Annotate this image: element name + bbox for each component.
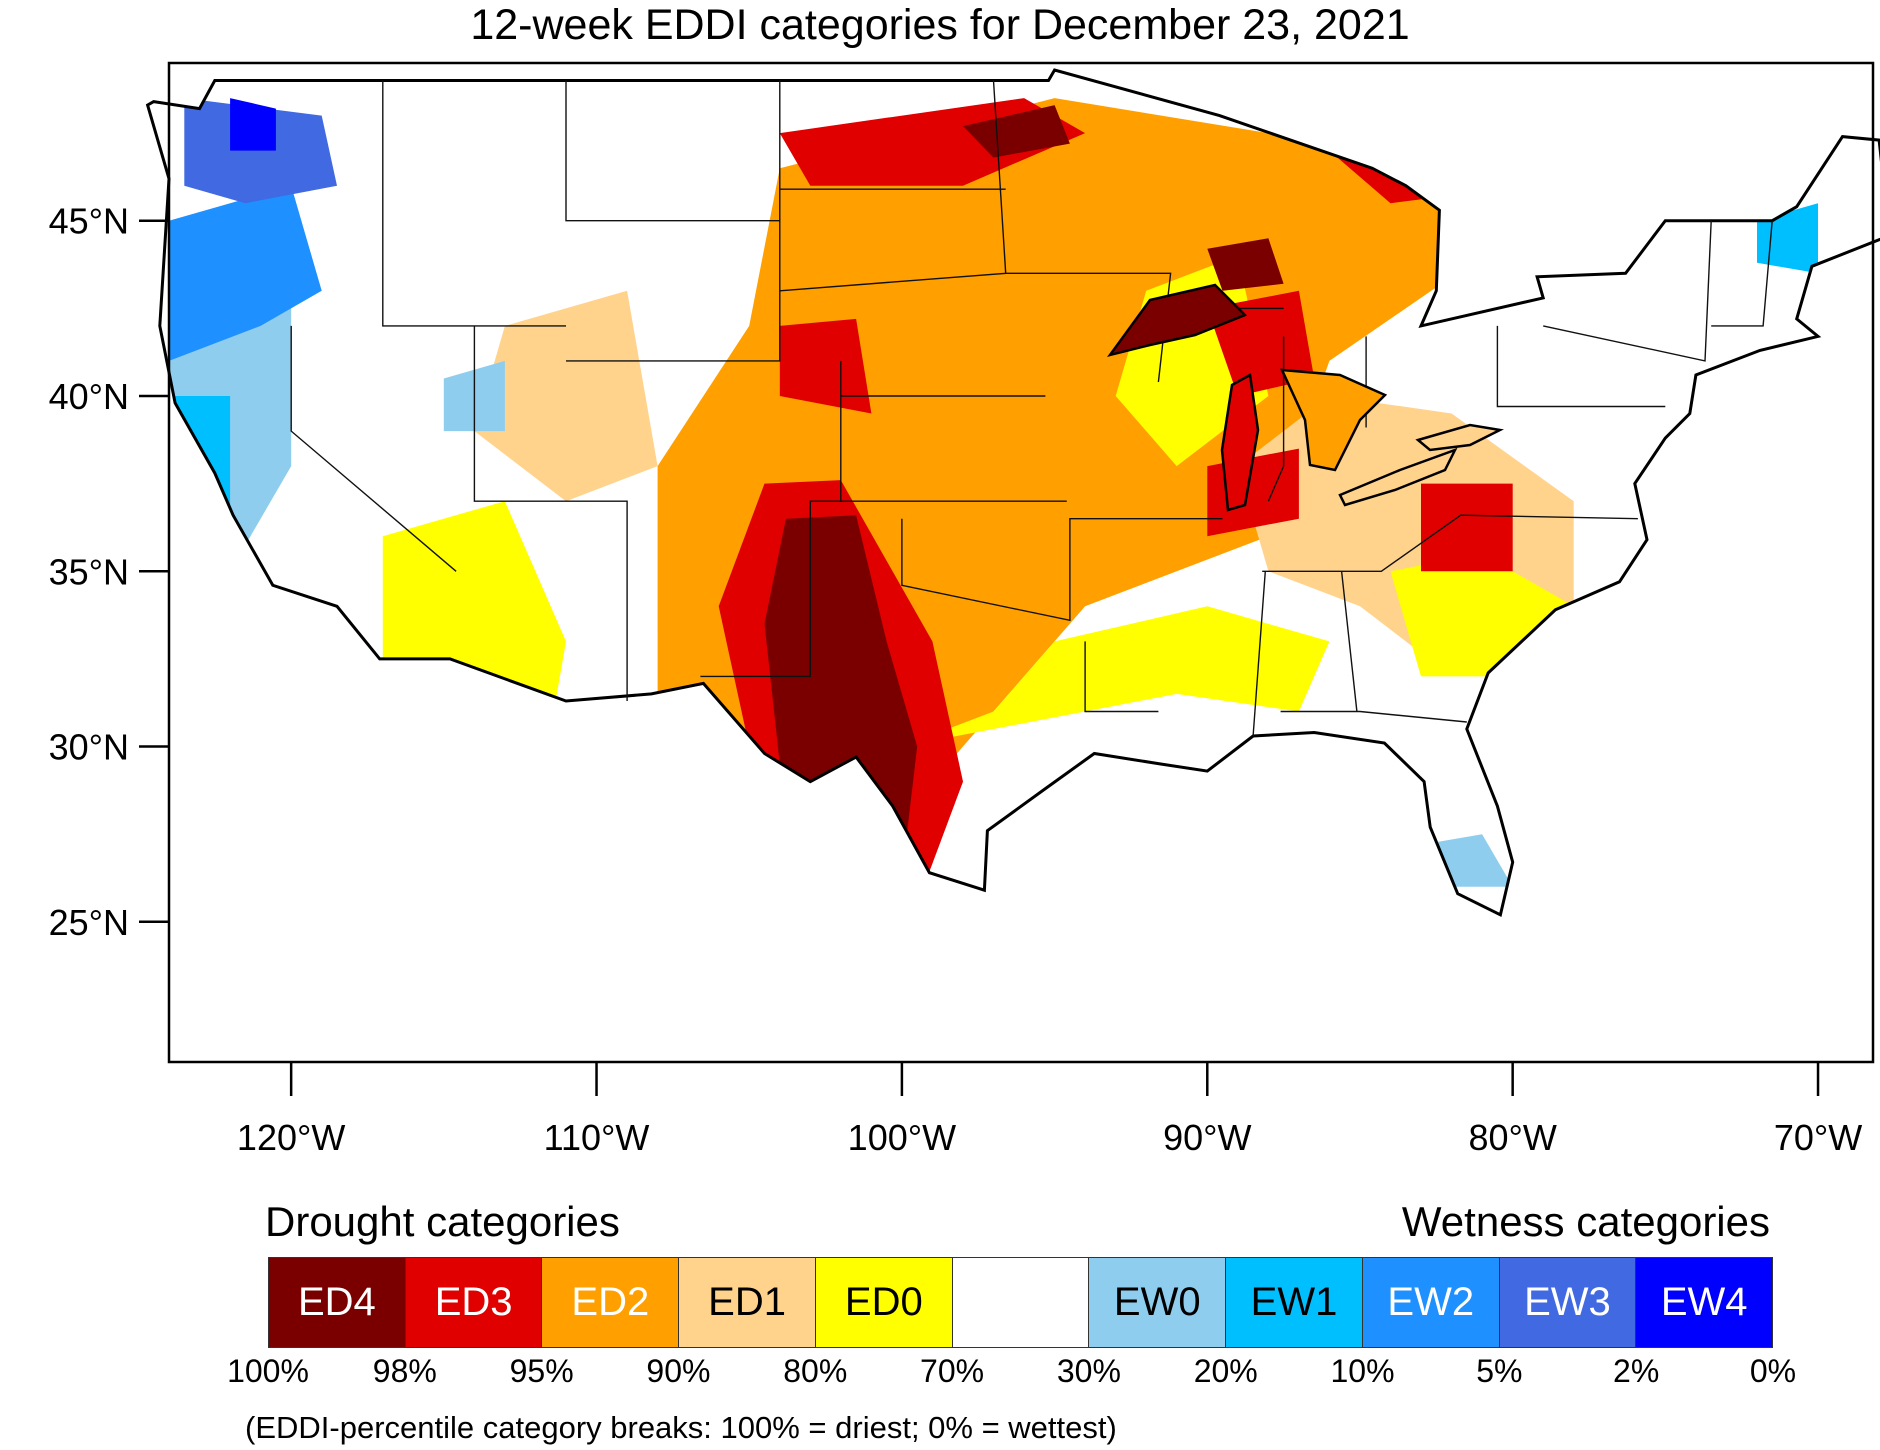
legend-swatch-ew1: EW1	[1226, 1258, 1363, 1347]
latitude-axis: 45°N 40°N 35°N 30°N 25°N	[49, 201, 169, 943]
region-ed1	[474, 290, 658, 502]
state-boundary-line	[1711, 220, 1773, 327]
state-boundary-line	[1543, 220, 1712, 362]
region-ew3	[184, 98, 337, 204]
state-boundary-line	[382, 80, 566, 327]
break-label-9: 5%	[1476, 1353, 1523, 1389]
drought-categories-heading: Drought categories	[265, 1198, 620, 1245]
lake-ontario	[1415, 423, 1504, 452]
legend-swatch-ew0: EW0	[1089, 1258, 1227, 1347]
state-boundaries	[290, 80, 1773, 737]
eddi-map: 120°W 110°W 100°W 90°W 80°W 70°W 45°N 40°N 35°N…	[49, 61, 1880, 1158]
legend-swatch-ed0: ED0	[815, 1258, 953, 1347]
break-label-7: 20%	[1193, 1353, 1258, 1389]
category-legend-bar: ED4 ED3 ED2 ED1 ED0 EW0 EW1 EW2 EW3 EW4	[268, 1257, 1773, 1348]
lon-tick-label: 80°W	[1468, 1117, 1556, 1158]
state-boundary-line	[565, 80, 780, 222]
lat-tick-label: 45°N	[49, 201, 129, 242]
legend-swatch-ed2: ED2	[542, 1258, 680, 1347]
lake-huron	[1279, 368, 1388, 472]
lon-tick-label: 100°W	[848, 1117, 956, 1158]
region-ew2	[169, 185, 322, 361]
state-boundary-line	[1340, 571, 1358, 712]
state-boundary-line	[700, 360, 842, 678]
wetness-categories-heading: Wetness categories	[1401, 1198, 1770, 1245]
map-title: 12-week EDDI categories for December 23,…	[470, 1, 1410, 49]
legend-swatch-ed4: ED4	[269, 1258, 406, 1347]
state-boundary-line	[1262, 514, 1638, 572]
legend-swatch-ew3: EW3	[1499, 1258, 1637, 1347]
break-label-8: 10%	[1330, 1353, 1395, 1389]
lake-erie	[1338, 447, 1458, 507]
state-boundary-line	[1084, 641, 1159, 713]
break-label-0: 100%	[227, 1353, 309, 1389]
map-plot-area: 120°W 110°W 100°W 90°W 80°W 70°W 45°N 40°N 35°N…	[49, 61, 1880, 1158]
map-border	[167, 61, 1875, 1064]
region-ed4	[1207, 238, 1284, 291]
lon-tick-label: 110°W	[544, 1117, 650, 1158]
lat-tick-label: 35°N	[49, 551, 129, 592]
state-boundary-line	[1267, 336, 1285, 502]
legend-swatch-normal	[952, 1258, 1090, 1347]
state-boundary-line	[901, 518, 1223, 622]
region-ed4	[963, 105, 1070, 158]
legend-swatch-ew4: EW4	[1636, 1258, 1773, 1347]
lake-michigan	[1220, 373, 1260, 512]
legend-swatch-ed1: ED1	[679, 1258, 816, 1347]
state-boundary-line	[1252, 571, 1266, 737]
break-label-3: 90%	[646, 1353, 711, 1389]
lat-tick-label: 30°N	[49, 727, 129, 768]
state-boundary-line	[290, 325, 457, 572]
state-boundary-line	[566, 80, 781, 362]
legend-swatch-ed3: ED3	[405, 1258, 543, 1347]
legend-swatch-ew2: EW2	[1362, 1258, 1500, 1347]
lat-tick-label: 25°N	[49, 902, 129, 943]
lat-tick-label: 40°N	[49, 376, 129, 417]
break-label-1: 98%	[372, 1353, 437, 1389]
break-label-11: 0%	[1749, 1353, 1797, 1389]
break-label-6: 30%	[1056, 1353, 1121, 1389]
break-label-2: 95%	[509, 1353, 574, 1389]
coastline-outline	[145, 68, 1880, 917]
region-ed0	[901, 606, 1330, 747]
longitude-axis: 120°W 110°W 100°W 90°W 80°W 70°W	[237, 1062, 1862, 1158]
lon-tick-label: 90°W	[1163, 1117, 1251, 1158]
region-ew4	[230, 98, 276, 151]
category-breaks-footnote: (EDDI-percentile category breaks: 100% =…	[245, 1410, 1117, 1445]
state-boundary-line	[1280, 710, 1467, 723]
break-label-4: 80%	[783, 1353, 848, 1389]
state-boundary-line	[1496, 325, 1666, 408]
region-ed3	[779, 318, 872, 414]
state-boundary-line	[1005, 272, 1172, 383]
lon-tick-label: 70°W	[1774, 1117, 1862, 1158]
region-ed3	[1421, 483, 1513, 572]
break-label-5: 70%	[920, 1353, 985, 1389]
lake-superior	[1106, 283, 1248, 358]
state-boundary-line	[473, 325, 628, 701]
break-label-10: 2%	[1613, 1353, 1660, 1389]
lon-tick-label: 120°W	[237, 1117, 345, 1158]
